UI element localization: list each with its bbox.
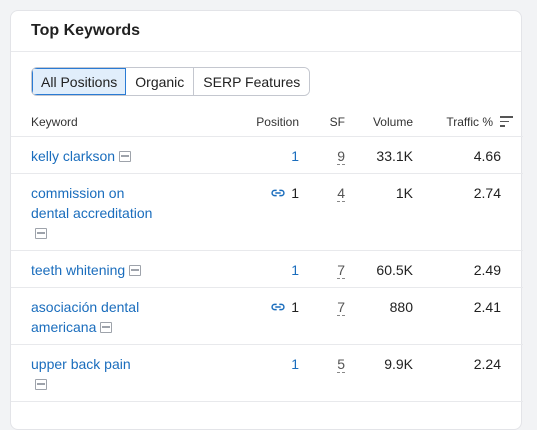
keyword-cell: commission on dental accreditation [31, 183, 166, 243]
tab-all-positions[interactable]: All Positions [32, 68, 127, 95]
column-header-sf[interactable]: SF [329, 115, 345, 129]
link-icon [271, 303, 285, 311]
table-row: teeth whitening 1 7 60.5K 2.49 [11, 251, 523, 288]
keyword-link[interactable]: upper back pain [31, 356, 131, 372]
sf-count[interactable]: 4 [337, 185, 345, 202]
volume-value: 880 [389, 299, 413, 315]
position-cell: 1 [291, 146, 299, 166]
table-row: kelly clarkson 1 9 33.1K 4.66 [11, 137, 523, 174]
column-header-position[interactable]: Position [256, 115, 299, 129]
position-filter-tabs: All Positions Organic SERP Features [31, 67, 311, 96]
position-value[interactable]: 1 [291, 262, 299, 278]
top-keywords-widget: Top Keywords All Positions Organic SERP … [10, 10, 523, 430]
keyword-link[interactable]: teeth whitening [31, 262, 126, 278]
keyword-link[interactable]: kelly clarkson [31, 148, 116, 164]
position-cell: 1 [270, 183, 299, 203]
position-value[interactable]: 1 [291, 299, 299, 315]
traffic-value: 4.66 [473, 148, 501, 164]
keyword-cell: asociación dental americana [31, 297, 166, 337]
serp-snapshot-icon[interactable] [35, 228, 47, 239]
keyword-cell: upper back pain [31, 354, 131, 394]
table-row: upper back pain 1 5 9.9K 2.24 [11, 345, 523, 402]
column-header-volume[interactable]: Volume [372, 115, 413, 129]
column-header-traffic[interactable]: Traffic % [446, 115, 493, 129]
position-value[interactable]: 1 [291, 185, 299, 201]
sort-icon[interactable] [500, 116, 513, 127]
serp-snapshot-icon[interactable] [119, 151, 132, 162]
link-icon [271, 189, 285, 197]
volume-value: 9.9K [384, 356, 413, 372]
table-header: Keyword Position SF Volume Traffic % [11, 107, 523, 137]
serp-snapshot-icon[interactable] [35, 379, 47, 390]
table-row: commission on dental accreditation 1 4 1… [11, 174, 523, 251]
keyword-cell: kelly clarkson [31, 146, 166, 166]
widget-title: Top Keywords [31, 22, 141, 39]
tab-organic[interactable]: Organic [126, 68, 195, 95]
traffic-value: 2.24 [473, 356, 501, 372]
traffic-value: 2.41 [473, 299, 501, 315]
position-cell: 1 [291, 260, 299, 280]
sf-count[interactable]: 7 [337, 262, 345, 279]
volume-value: 1K [395, 185, 413, 201]
keyword-link[interactable]: commission on dental accreditation [31, 185, 153, 221]
keyword-link[interactable]: asociación dental americana [31, 299, 140, 335]
column-header-keyword[interactable]: Keyword [31, 115, 78, 129]
position-value[interactable]: 1 [291, 356, 299, 372]
keyword-cell: teeth whitening [31, 260, 166, 280]
position-cell: 1 [291, 354, 299, 374]
position-value[interactable]: 1 [291, 148, 299, 164]
traffic-value: 2.74 [473, 185, 501, 201]
widget-header: Top Keywords [11, 11, 521, 52]
serp-snapshot-icon[interactable] [129, 265, 142, 276]
volume-value: 60.5K [376, 262, 413, 278]
serp-snapshot-icon[interactable] [100, 322, 113, 333]
sf-count[interactable]: 7 [337, 299, 345, 316]
table-row: asociación dental americana 1 7 880 2.41 [11, 288, 523, 345]
position-cell: 1 [270, 297, 299, 317]
sf-count[interactable]: 9 [337, 148, 345, 165]
tab-serp-features[interactable]: SERP Features [194, 68, 310, 95]
volume-value: 33.1K [376, 148, 413, 164]
sf-count[interactable]: 5 [337, 356, 345, 373]
traffic-value: 2.49 [473, 262, 501, 278]
keywords-table: Keyword Position SF Volume Traffic % kel… [11, 107, 523, 402]
